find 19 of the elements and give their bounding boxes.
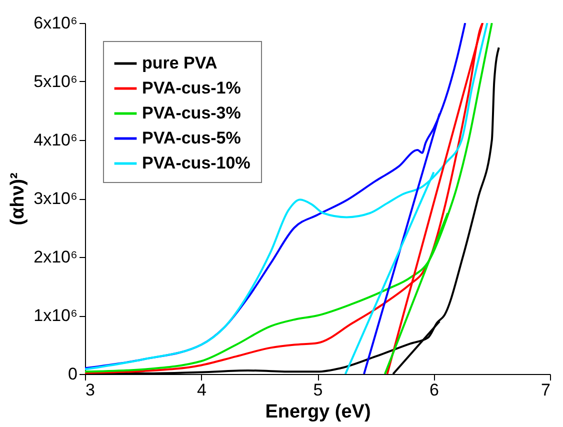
y-tick-label: 0 — [68, 364, 78, 384]
legend-label: PVA-cus-1% — [142, 78, 241, 98]
x-tick-label: 5 — [313, 380, 323, 400]
legend-label: PVA-cus-3% — [142, 104, 241, 122]
legend-label: PVA-cus-5% — [142, 128, 241, 148]
y-tick-label: 3x10⁶ — [34, 189, 78, 208]
y-axis-title: (αhν)² — [8, 172, 29, 226]
x-tick-label: 4 — [197, 380, 206, 400]
y-tick-label: 1x10⁶ — [34, 306, 78, 325]
y-tick-label: 5x10⁶ — [34, 72, 78, 91]
x-tick-label: 6 — [430, 380, 439, 400]
x-tick-label: 3 — [86, 380, 95, 400]
y-tick-label: 2x10⁶ — [34, 248, 78, 266]
y-tick-label: 4x10⁶ — [34, 130, 78, 150]
y-tick-label: 6x10⁶ — [34, 14, 78, 32]
x-axis-title: Energy (eV) — [265, 402, 371, 422]
legend-label: PVA-cus-10% — [142, 154, 250, 172]
x-tick-label: 7 — [541, 380, 550, 400]
legend-label: pure PVA — [142, 54, 218, 72]
